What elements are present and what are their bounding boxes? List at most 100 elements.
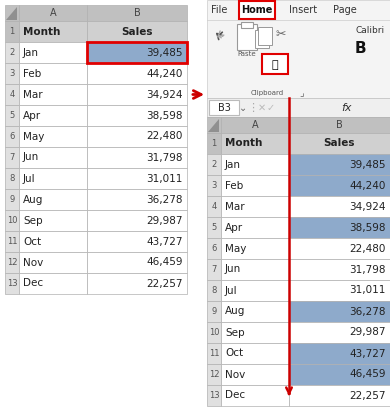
Bar [19,42,87,63]
Text: 43,727: 43,727 [147,236,183,246]
Text: 1: 1 [211,139,216,148]
Bar [5,42,19,63]
Bar [19,63,87,84]
Text: 3: 3 [9,69,15,78]
Bar [221,117,289,133]
Text: Clipboard: Clipboard [250,90,284,96]
Bar [237,24,257,50]
Text: ⋮: ⋮ [247,103,259,113]
Bar [289,364,390,385]
Text: B: B [134,8,140,18]
Text: 46,459: 46,459 [147,258,183,267]
Bar [87,189,187,210]
Bar [19,231,87,252]
Bar [289,217,390,238]
Bar [207,0,390,98]
Text: 1: 1 [9,27,15,36]
Text: 12: 12 [209,370,219,379]
Text: Dec: Dec [23,279,43,289]
Bar [239,1,275,19]
Bar [221,364,289,385]
Bar [19,210,87,231]
Text: Sep: Sep [225,327,245,337]
Text: Jan: Jan [225,159,241,169]
Bar [289,343,390,364]
Bar [289,238,390,259]
Text: ⌄: ⌄ [239,103,247,113]
Bar [5,189,19,210]
Text: 13: 13 [209,391,219,400]
Bar [221,301,289,322]
Text: ✓: ✓ [267,103,275,113]
Text: Sep: Sep [23,216,43,226]
Bar [289,385,390,406]
Text: Jun: Jun [225,264,241,274]
Bar [255,30,269,48]
Bar [221,154,289,175]
Text: Jul: Jul [225,286,238,296]
Bar [209,100,239,115]
Bar [5,210,19,231]
Bar [19,84,87,105]
Text: 29,987: 29,987 [349,327,386,337]
Text: 22,480: 22,480 [147,131,183,141]
Bar [221,322,289,343]
Text: Nov: Nov [225,369,245,379]
Bar [258,27,272,45]
Text: Nov: Nov [23,258,43,267]
Text: Feb: Feb [225,181,243,191]
Text: 29,987: 29,987 [147,216,183,226]
Bar [19,105,87,126]
Text: May: May [23,131,44,141]
Text: 3: 3 [211,181,217,190]
Text: File: File [211,5,227,15]
Bar [207,280,221,301]
Bar [207,196,221,217]
Text: Month: Month [23,27,60,37]
Text: Aug: Aug [23,194,43,204]
Bar [5,231,19,252]
Text: ⌟: ⌟ [300,88,304,98]
Bar [241,22,253,28]
Text: 5: 5 [211,223,216,232]
Text: Apr: Apr [225,223,243,233]
Bar [5,147,19,168]
Text: 4: 4 [9,90,15,99]
Bar [207,117,221,133]
Bar [289,175,390,196]
Bar [207,259,221,280]
Text: ✂: ✂ [276,28,286,40]
Text: Calibri: Calibri [355,25,384,35]
Text: 34,924: 34,924 [147,90,183,100]
Text: 4: 4 [211,202,216,211]
Bar [289,322,390,343]
Text: Jan: Jan [23,48,39,58]
Text: 10: 10 [7,216,17,225]
Text: B: B [355,40,367,55]
Bar [221,280,289,301]
Bar [221,133,289,154]
Bar [19,5,87,21]
Text: 11: 11 [209,349,219,358]
Text: 22,257: 22,257 [349,390,386,400]
Text: 12: 12 [7,258,17,267]
Bar [262,54,288,74]
Bar [5,273,19,294]
Bar [87,147,187,168]
Text: Oct: Oct [225,349,243,359]
Bar [221,175,289,196]
Bar [207,217,221,238]
Bar [289,133,390,154]
Text: 7: 7 [9,153,15,162]
Bar [87,21,187,42]
Polygon shape [6,7,17,20]
Bar [5,168,19,189]
Text: 34,924: 34,924 [349,201,386,211]
Text: 13: 13 [7,279,17,288]
Bar [19,252,87,273]
Bar [289,154,390,175]
Bar [5,21,19,42]
Bar [289,259,390,280]
Bar [87,126,187,147]
Bar [207,175,221,196]
